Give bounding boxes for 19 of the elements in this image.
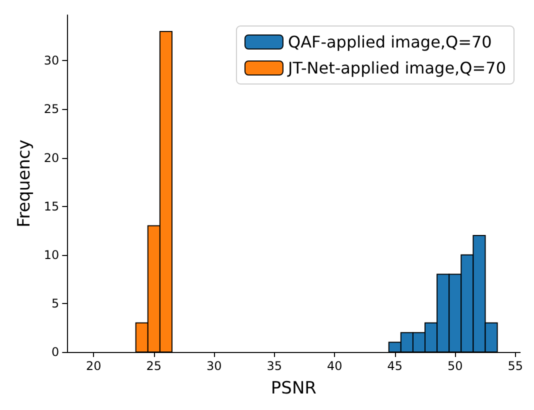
y-tick-label: 5 [52,296,60,310]
x-tick-label: 40 [327,359,342,373]
legend-label: JT-Net-applied image,Q=70 [286,58,506,78]
y-tick-label: 0 [52,345,60,359]
x-tick-label: 25 [146,359,162,373]
x-tick-label: 30 [206,359,222,373]
x-tick-label: 20 [86,359,102,373]
y-tick-label: 20 [44,150,60,165]
y-tick-label: 25 [44,102,60,116]
x-tick-label: 45 [387,359,403,373]
x-tick-label: 35 [266,359,282,373]
y-tick-label: 15 [44,199,60,214]
x-tick-label: 55 [508,359,524,373]
y-tick-label: 30 [44,54,60,68]
y-axis-title: Frequency [14,140,34,228]
legend-label: QAF-applied image,Q=70 [288,32,492,52]
y-tick-label: 10 [44,248,60,262]
x-tick-label: 50 [447,359,463,373]
x-axis-title: PSNR [270,378,317,398]
